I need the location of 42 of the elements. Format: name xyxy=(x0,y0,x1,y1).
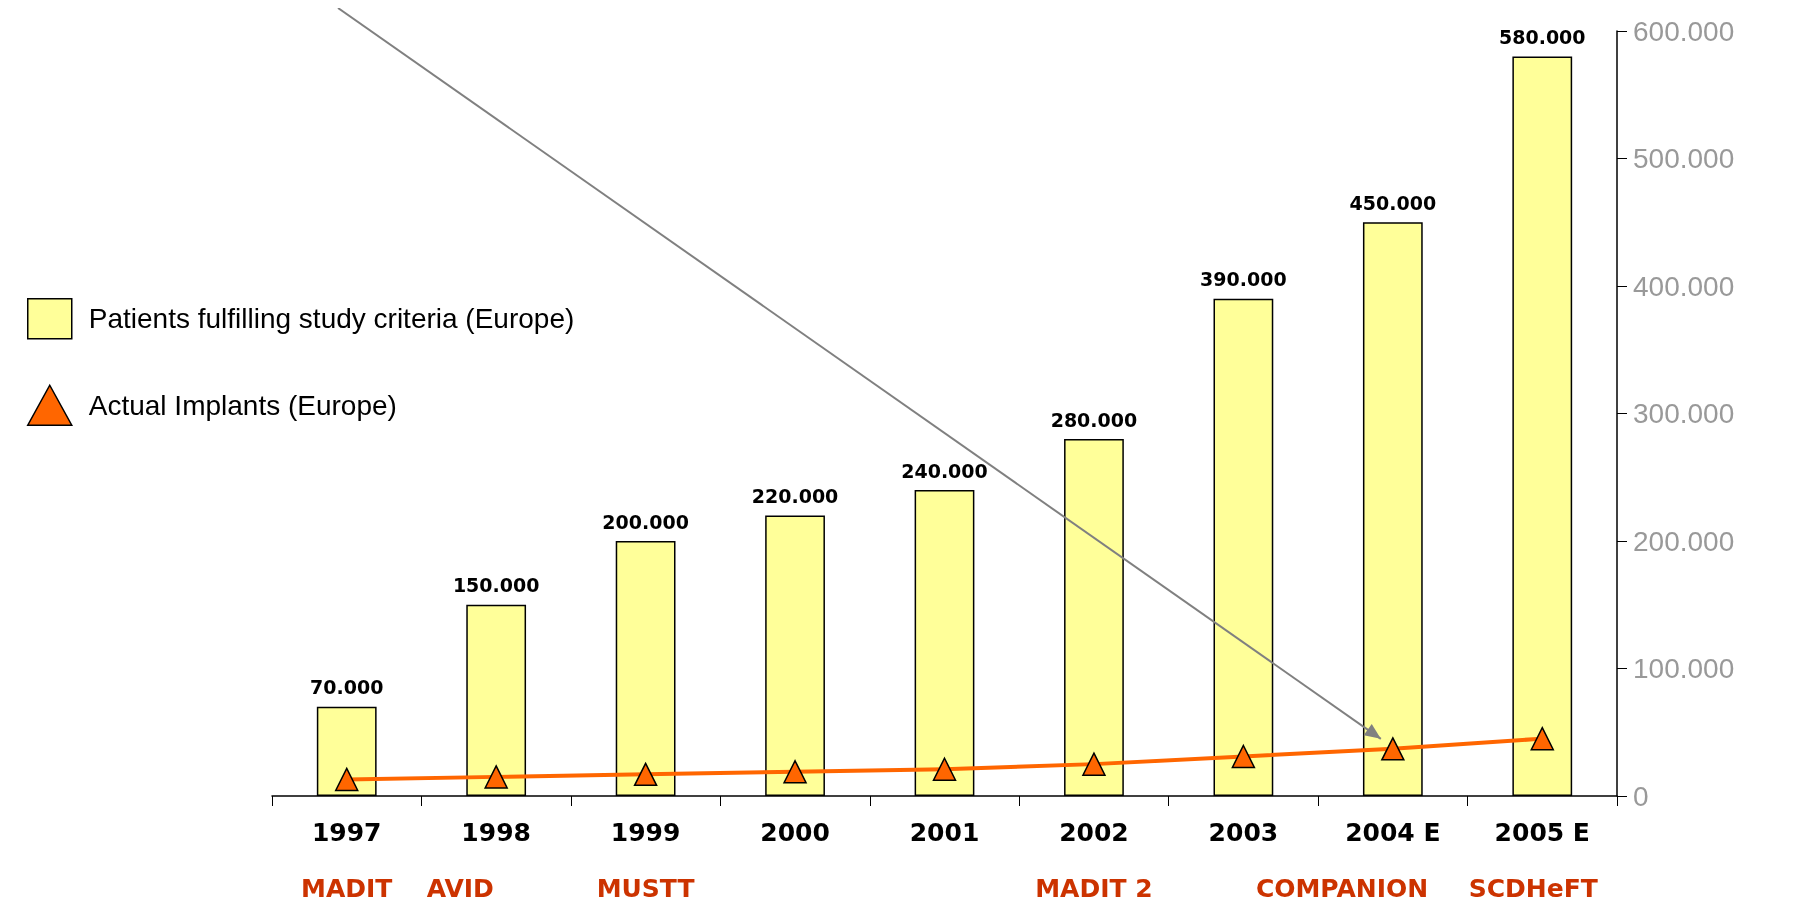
point xyxy=(783,760,807,784)
y-tick-label: 0 xyxy=(1633,780,1649,812)
y-tick-label: 400.000 xyxy=(1633,270,1735,302)
y-tick-label: 600.000 xyxy=(1633,15,1735,47)
x-tick-label: 1998 xyxy=(461,818,531,847)
point xyxy=(1381,737,1405,761)
point xyxy=(932,757,957,781)
x-tick-label: 2002 xyxy=(1059,818,1129,847)
data-label: 280.000 xyxy=(1050,408,1138,431)
point xyxy=(1082,752,1106,776)
point xyxy=(1231,744,1256,769)
legend-label: Patients fulfilling study criteria (Europe) xyxy=(88,303,575,335)
text: MUSTT xyxy=(596,873,695,903)
x-tick-label: 1999 xyxy=(610,818,681,847)
data-label: 390.000 xyxy=(1200,268,1287,291)
data-label: 150.000 xyxy=(452,574,540,597)
point xyxy=(334,767,359,792)
data-label: 200.000 xyxy=(602,510,689,533)
text: SCDHeFT xyxy=(1468,873,1598,903)
data-label: 220.000 xyxy=(751,485,839,507)
legend-label: Actual Implants (Europe) xyxy=(88,389,397,421)
point xyxy=(1530,726,1555,751)
y-tick-label: 500.000 xyxy=(1633,143,1735,174)
x-tick-label: 2001 xyxy=(909,818,980,847)
y-tick-label: 200.000 xyxy=(1633,525,1735,557)
data-label: 450.000 xyxy=(1349,191,1437,214)
point xyxy=(484,765,508,789)
y-tick-label: 100.000 xyxy=(1633,653,1735,684)
data-label: 240.000 xyxy=(901,459,988,482)
text: MADIT xyxy=(301,873,393,903)
data-label: 70.000 xyxy=(310,676,384,699)
text: MADIT 2 xyxy=(1035,873,1153,903)
point xyxy=(633,762,658,787)
y-tick-label: 300.000 xyxy=(1633,398,1735,429)
x-tick-label: 2000 xyxy=(760,818,830,847)
x-tick-label: 2004 E xyxy=(1345,818,1441,847)
x-tick-label: 2003 xyxy=(1208,818,1279,847)
data-label: 580.000 xyxy=(1499,26,1586,48)
text: COMPANION xyxy=(1255,873,1429,903)
x-tick-label: 2005 E xyxy=(1494,818,1590,847)
x-tick-label: 1997 xyxy=(311,818,382,847)
text: AVID xyxy=(426,873,494,903)
